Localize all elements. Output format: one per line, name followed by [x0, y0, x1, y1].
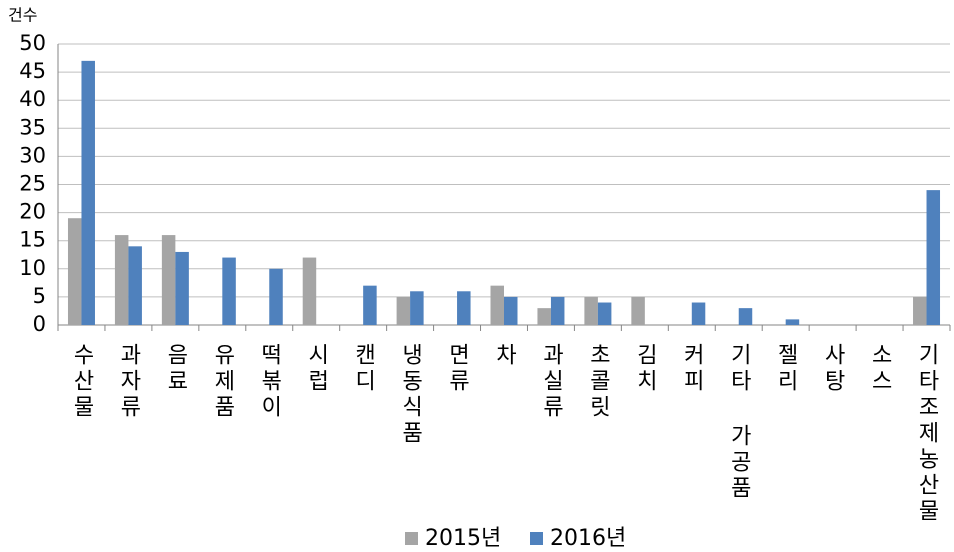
bar: [457, 291, 471, 325]
bar: [396, 296, 411, 325]
bar: [410, 291, 424, 325]
y-tick-label: 15: [19, 228, 46, 252]
legend-swatch: [405, 532, 418, 545]
y-tick-label: 50: [19, 31, 46, 55]
x-tick-label: 시럽: [304, 343, 329, 395]
bar: [81, 60, 95, 326]
legend-label: 2016년: [550, 526, 626, 551]
y-tick-label: 10: [19, 256, 46, 280]
x-tick-label: 떡볶이: [257, 343, 282, 421]
x-tick-label: 소스: [867, 343, 892, 395]
bar: [550, 296, 565, 325]
x-tick-label: 기타조제농산물: [914, 343, 939, 525]
bar: [128, 246, 142, 325]
y-tick-label: 30: [19, 143, 46, 167]
x-tick-label: 사탕: [820, 343, 845, 395]
bar: [269, 268, 283, 325]
bar: [114, 235, 129, 325]
y-tick-label: 20: [19, 200, 46, 224]
bar: [631, 296, 645, 325]
y-axis-label: 건수: [8, 6, 37, 25]
bar: [222, 257, 236, 325]
y-tick-label: 25: [19, 172, 46, 196]
x-tick-label: 수산물: [69, 343, 94, 421]
x-tick-label: 냉동식품: [398, 343, 423, 447]
bar: [584, 296, 598, 325]
bar: [537, 308, 551, 325]
bar: [175, 251, 189, 325]
bar: [738, 308, 753, 325]
legend-label: 2015년: [425, 526, 501, 551]
bar: [363, 285, 377, 325]
bar: [926, 190, 941, 325]
bar: [67, 218, 82, 325]
y-tick-label: 45: [19, 59, 46, 83]
legend-swatch: [530, 532, 543, 545]
y-tick-label: 40: [19, 87, 46, 111]
x-tick-label: 과실류: [538, 343, 563, 421]
bar: [302, 257, 317, 325]
bar: [691, 302, 706, 325]
y-tick-label: 5: [33, 284, 46, 308]
bar: [490, 285, 504, 325]
bar: [597, 302, 612, 325]
x-tick-label: 젤리: [773, 343, 798, 395]
x-tick-label: 면류: [445, 343, 470, 395]
x-tick-label: 유제품: [210, 343, 235, 421]
bar: [913, 296, 927, 325]
x-tick-label: 차: [492, 343, 517, 369]
x-tick-label: 캔디: [351, 343, 376, 395]
bar: [504, 296, 518, 325]
x-tick-label: 과자류: [116, 343, 141, 421]
x-tick-label: 커피: [679, 343, 704, 395]
bar: [785, 319, 800, 325]
x-tick-label: 김치: [632, 343, 657, 395]
y-tick-label: 0: [33, 312, 46, 336]
x-tick-label: 기타 가공품: [726, 343, 751, 502]
bar: [161, 235, 176, 325]
y-tick-label: 35: [19, 115, 46, 139]
x-tick-label: 초콜릿: [585, 343, 610, 421]
x-tick-label: 음료: [163, 343, 188, 395]
